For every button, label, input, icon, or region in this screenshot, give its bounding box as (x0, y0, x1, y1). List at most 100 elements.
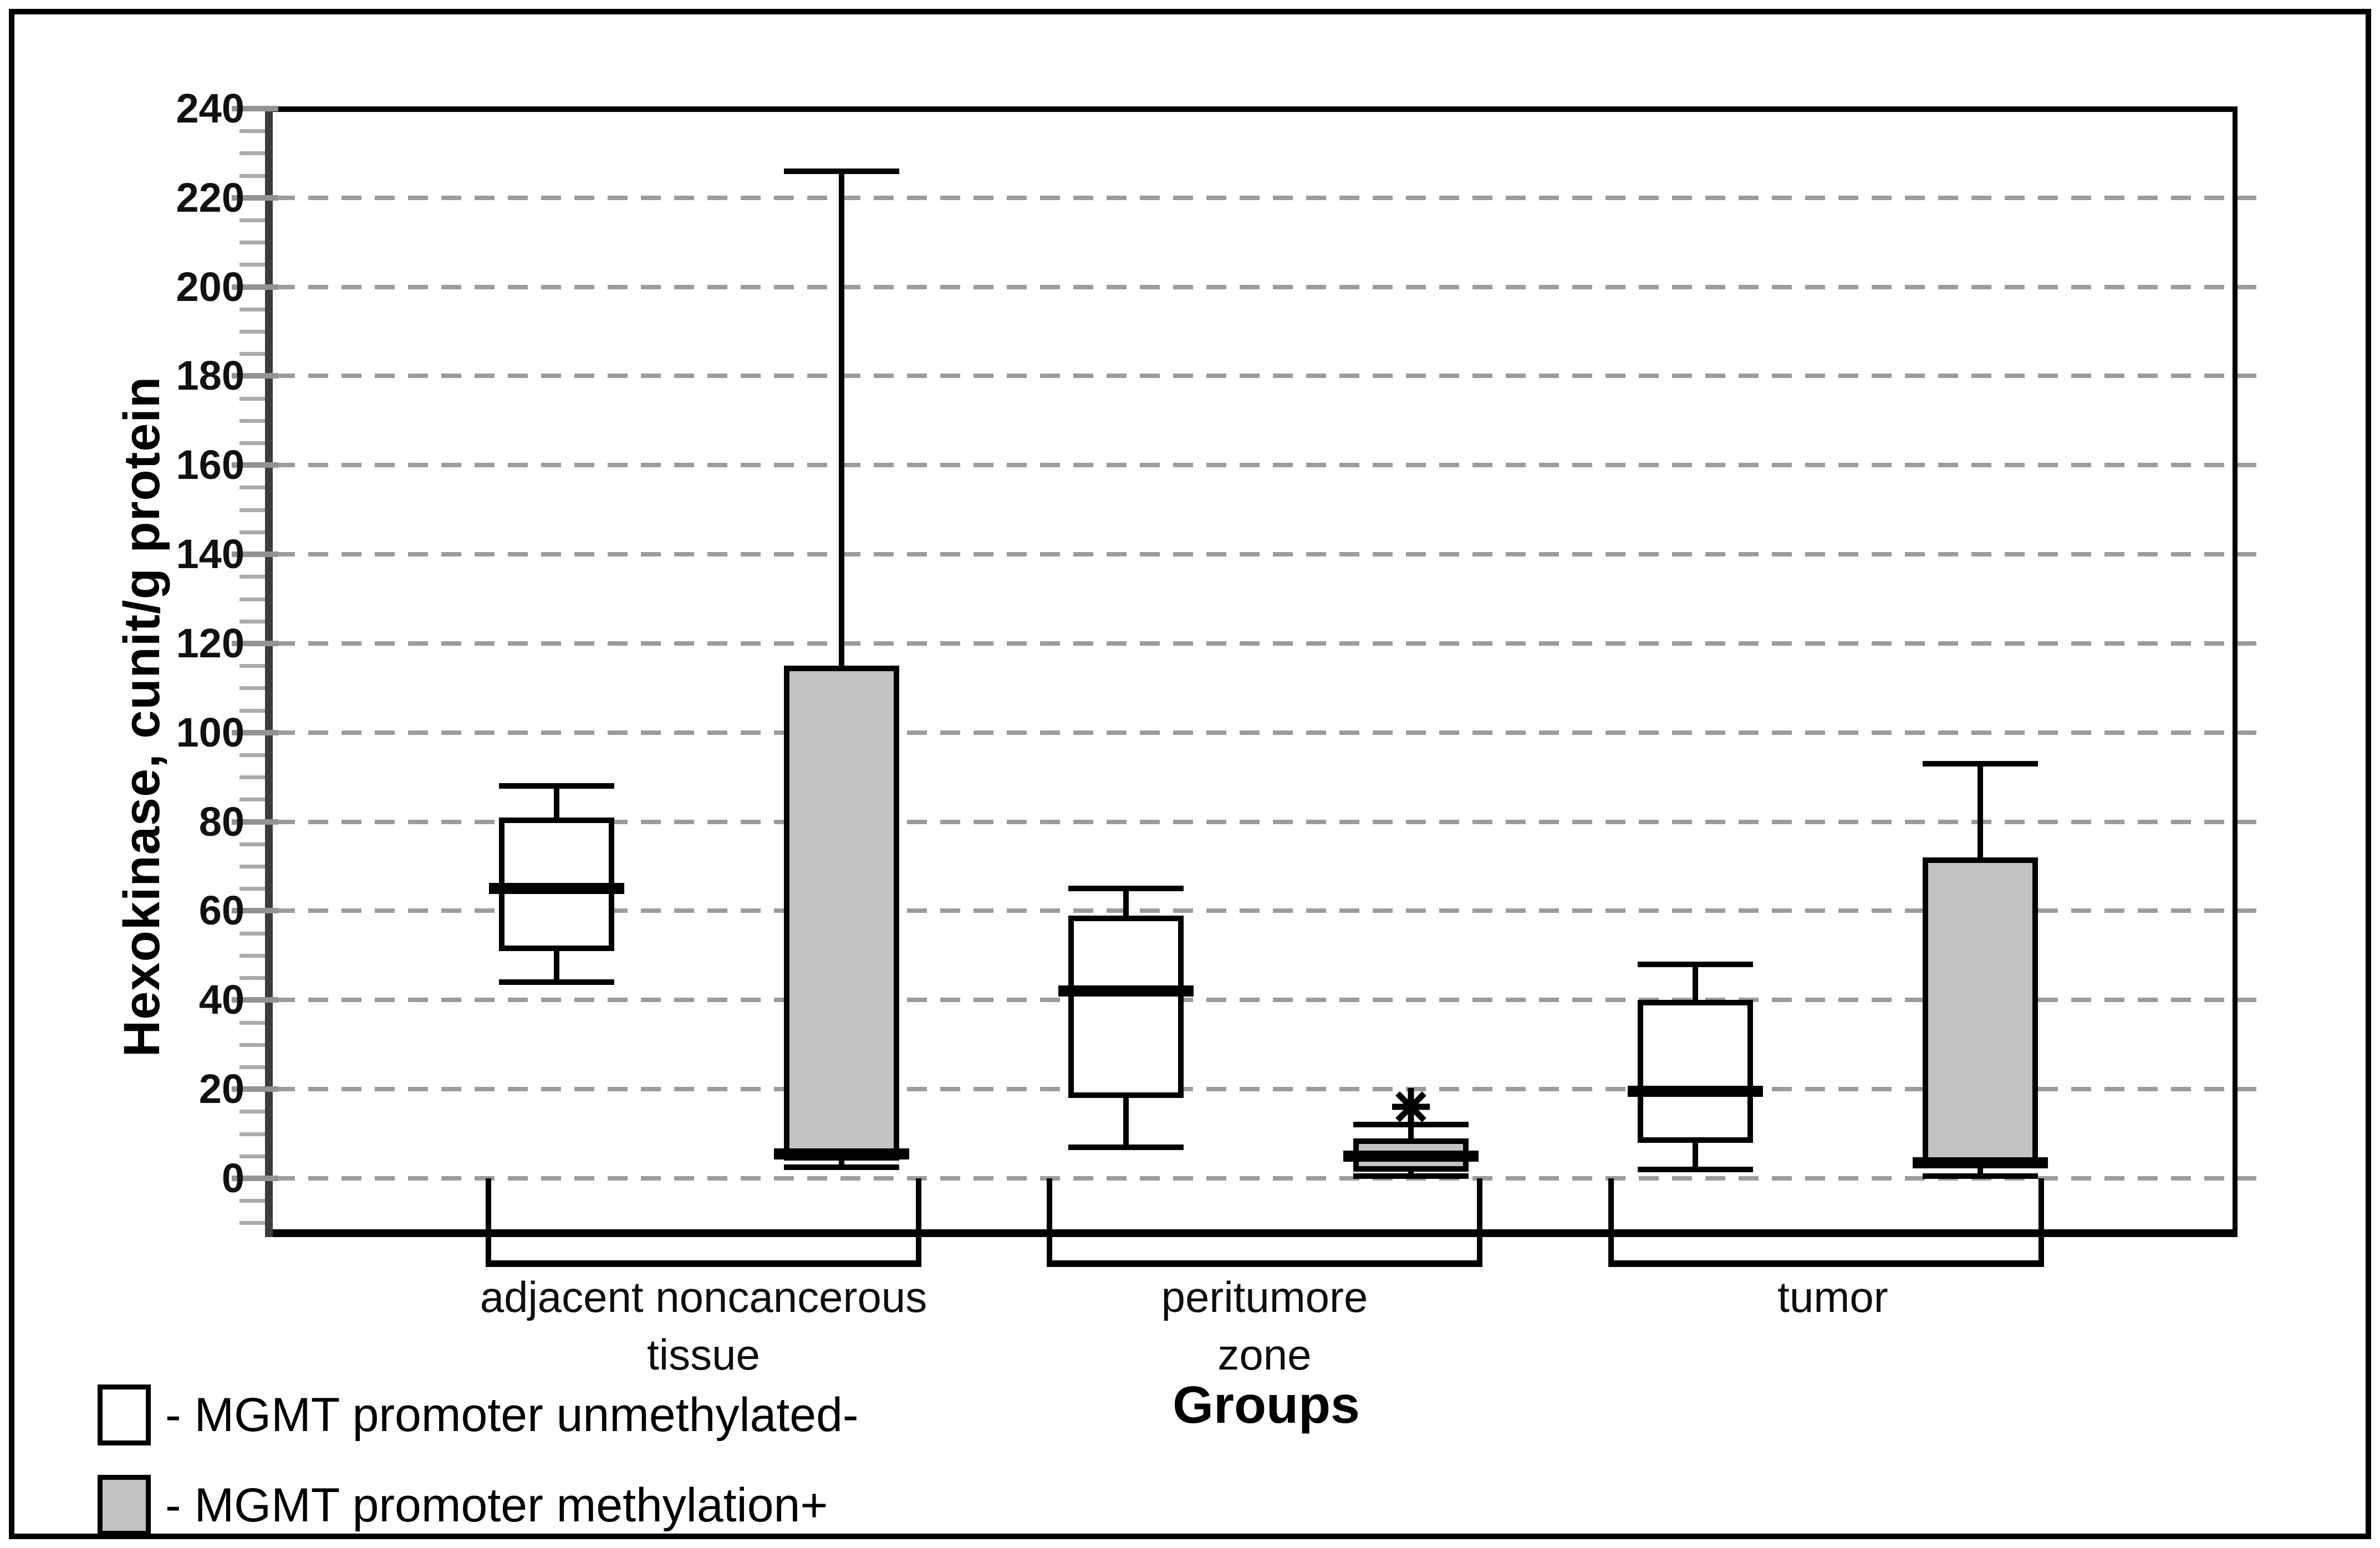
x-category-label-line: tumor (1777, 1273, 1888, 1321)
group-bracket-left-1 (486, 1178, 491, 1266)
y-tick-label-120: 120 (176, 620, 244, 666)
methylated-box-3 (1923, 857, 2038, 1167)
methylated-box-1-upper-whisker (839, 171, 844, 666)
y-minor-tick-165 (239, 441, 265, 445)
plot-frame-top (265, 106, 2238, 112)
unmethylated-box-3-lower-whisker (1693, 1143, 1698, 1169)
y-minor-tick-5 (239, 1154, 265, 1158)
x-category-label-line: adjacent noncancerous (480, 1273, 927, 1321)
y-minor-tick-90 (239, 775, 265, 779)
y-minor-tick-10 (239, 1132, 265, 1136)
group-bracket-left-3 (1608, 1178, 1614, 1266)
methylated-box-3-median (1913, 1157, 2048, 1168)
y-tick-label-40: 40 (198, 977, 244, 1023)
y-minor-tick-155 (239, 486, 265, 489)
unmethylated-box-2 (1068, 916, 1184, 1098)
y-tick-160 (232, 462, 278, 468)
y-tick-80 (232, 819, 278, 825)
y-tick-label-80: 80 (198, 799, 244, 845)
methylated-box-1-lower-cap (784, 1164, 899, 1170)
y-minor-tick-215 (239, 218, 265, 222)
methylated-box-1-upper-cap (784, 168, 899, 174)
group-bracket-left-2 (1047, 1178, 1052, 1266)
methylated-box-2-lower-cap (1353, 1173, 1469, 1179)
y-tick-label-160: 160 (176, 442, 244, 488)
y-minor-tick-135 (239, 575, 265, 579)
y-minor-tick-105 (239, 709, 265, 713)
methylated-box-1-lower-whisker (839, 1161, 844, 1167)
y-minor-tick-30 (239, 1043, 265, 1047)
gridline-140 (275, 552, 2256, 556)
unmethylated-box-2-lower-cap (1068, 1145, 1184, 1150)
y-minor-tick--5 (239, 1199, 265, 1203)
unmethylated-box-3-upper-cap (1638, 962, 1753, 967)
y-tick-label-180: 180 (176, 352, 244, 399)
y-minor-tick-75 (239, 842, 265, 846)
unmethylated-box-1-upper-cap (499, 783, 614, 789)
y-minor-tick-70 (239, 865, 265, 868)
y-minor-tick-175 (239, 397, 265, 401)
gridline-120 (275, 641, 2256, 646)
unmethylated-box-2-median (1058, 985, 1194, 997)
y-minor-tick-195 (239, 308, 265, 311)
methylated-box-3-lower-cap (1923, 1173, 2038, 1179)
legend-swatch-unmethylated-icon (98, 1384, 151, 1445)
y-minor-tick-65 (239, 887, 265, 891)
y-minor-tick-230 (239, 151, 265, 155)
y-axis-title: Hexokinase, cunit/g protein (114, 376, 170, 1057)
gridline-20 (275, 1087, 2256, 1091)
gridline-200 (275, 285, 2256, 289)
gridline-80 (275, 820, 2256, 824)
legend-label-unmethylated: - MGMT promoter unmethylated- (165, 1388, 859, 1442)
y-minor-tick-130 (239, 597, 265, 601)
unmethylated-box-1-median (489, 883, 624, 894)
y-minor-tick-170 (239, 419, 265, 423)
y-tick-label-20: 20 (198, 1066, 244, 1112)
methylated-box-1-median (774, 1148, 909, 1159)
group-bracket-bottom-2 (1047, 1260, 1482, 1267)
y-minor-tick-205 (239, 263, 265, 267)
unmethylated-box-2-upper-cap (1068, 886, 1184, 891)
legend-swatch-methylated-icon (98, 1475, 151, 1536)
y-tick-240 (232, 106, 278, 111)
x-category-label-line: zone (1217, 1330, 1312, 1379)
group-bracket-right-2 (1477, 1178, 1482, 1266)
y-minor-tick-95 (239, 753, 265, 757)
y-tick-100 (232, 730, 278, 735)
y-tick-label-100: 100 (176, 709, 244, 755)
y-tick-label-240: 240 (176, 85, 244, 131)
y-minor-tick--10 (239, 1221, 265, 1225)
y-tick-0 (232, 1176, 278, 1181)
y-minor-tick-235 (239, 129, 265, 133)
unmethylated-box-3 (1638, 1000, 1753, 1143)
y-minor-tick-85 (239, 798, 265, 801)
y-tick-200 (232, 284, 278, 290)
y-tick-220 (232, 195, 278, 201)
y-tick-140 (232, 551, 278, 557)
y-minor-tick-225 (239, 174, 265, 178)
y-tick-label-200: 200 (176, 264, 244, 310)
unmethylated-box-2-lower-whisker (1123, 1098, 1129, 1147)
x-category-label-line: tissue (647, 1330, 760, 1379)
methylated-box-3-upper-cap (1923, 761, 2038, 767)
group-bracket-right-1 (916, 1178, 921, 1266)
y-minor-tick-115 (239, 664, 265, 668)
gridline-40 (275, 998, 2256, 1002)
x-category-label-line: peritumore (1161, 1273, 1368, 1321)
group-bracket-bottom-3 (1608, 1260, 2044, 1267)
figure-border: 0 20 40 60 80 100 120 140 160 180 200 220 240 Hexoki… (9, 9, 2371, 1539)
methylated-box-2-median (1343, 1151, 1479, 1162)
y-minor-tick-190 (239, 330, 265, 334)
unmethylated-box-1-upper-whisker (554, 786, 559, 818)
unmethylated-box-1-lower-cap (499, 979, 614, 985)
y-minor-tick-35 (239, 1021, 265, 1025)
methylated-box-3-upper-whisker (1978, 764, 1983, 857)
y-tick-label-220: 220 (176, 175, 244, 221)
plot-frame-bottom (265, 1229, 2238, 1237)
x-category-label-adjacent: adjacent noncancerous tissue (426, 1268, 981, 1383)
gridline-160 (275, 463, 2256, 467)
gridline-100 (275, 730, 2256, 735)
legend-label-methylated: - MGMT promoter methylation+ (165, 1479, 828, 1532)
methylated-box-3-lower-whisker (1978, 1167, 1983, 1176)
plot-frame-right (2233, 106, 2238, 1235)
